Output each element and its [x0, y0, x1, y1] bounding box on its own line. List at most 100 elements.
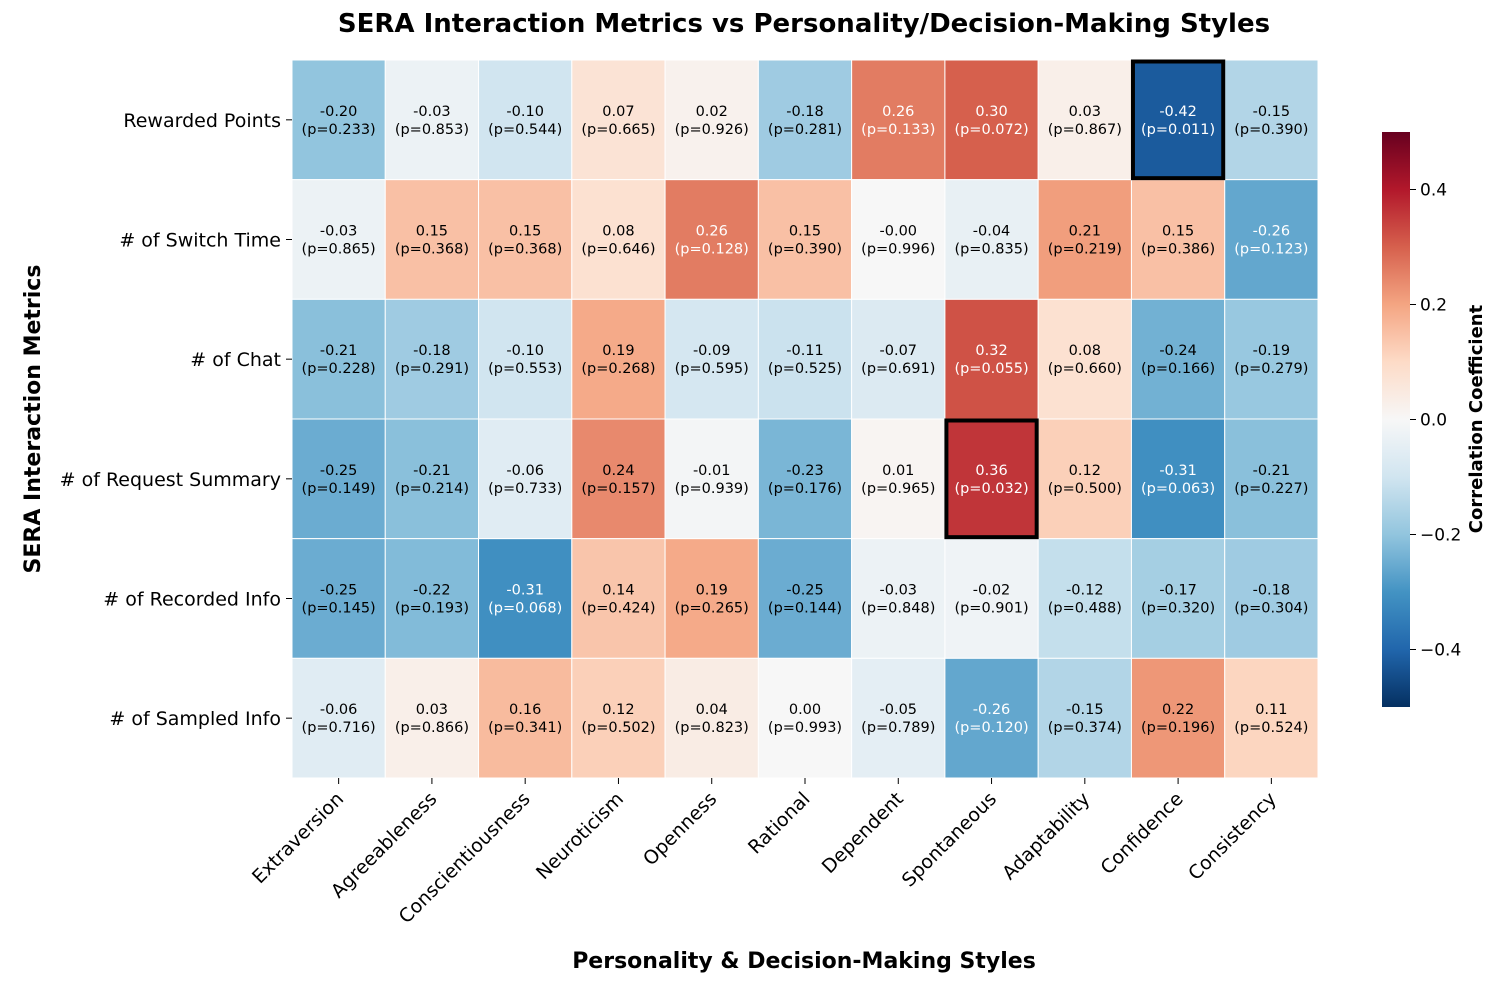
cell-correlation-label: 0.19	[696, 583, 728, 599]
heatmap-cell	[1130, 538, 1226, 659]
heatmap-cell	[291, 179, 386, 300]
cell-pvalue-label: (p=0.120)	[954, 720, 1028, 736]
cell-pvalue-label: (p=0.157)	[581, 481, 655, 497]
cell-correlation-label: 0.24	[602, 463, 634, 479]
cell-pvalue-label: (p=0.279)	[1234, 361, 1308, 377]
cell-correlation-label: -0.18	[1253, 583, 1291, 599]
cell-pvalue-label: (p=0.166)	[1141, 361, 1215, 377]
cell-pvalue-label: (p=0.145)	[302, 601, 376, 617]
heatmap-cell	[851, 538, 946, 659]
cell-pvalue-label: (p=0.219)	[1048, 242, 1122, 258]
cell-pvalue-label: (p=0.063)	[1141, 481, 1215, 497]
cell-pvalue-label: (p=0.281)	[768, 122, 842, 138]
cell-correlation-label: 0.00	[789, 702, 821, 718]
cell-pvalue-label: (p=0.386)	[1141, 242, 1215, 258]
cell-pvalue-label: (p=0.068)	[488, 601, 562, 617]
x-tick-label: Dependent	[818, 788, 908, 878]
cell-pvalue-label: (p=0.848)	[861, 601, 935, 617]
cell-pvalue-label: (p=0.502)	[581, 720, 655, 736]
heatmap-cell	[1224, 657, 1319, 779]
x-tick-label: Confidence	[1097, 788, 1188, 879]
cell-correlation-label: -0.42	[1159, 104, 1197, 120]
heatmap-cell	[944, 179, 1039, 300]
cell-correlation-label: -0.25	[786, 583, 824, 599]
cell-pvalue-label: (p=0.128)	[675, 242, 749, 258]
cell-correlation-label: 0.22	[1162, 702, 1194, 718]
heatmap-cell	[384, 538, 480, 659]
cell-correlation-label: 0.02	[696, 104, 728, 120]
heatmap-cell	[944, 59, 1039, 181]
cell-correlation-label: -0.19	[1253, 343, 1291, 359]
cell-correlation-label: 0.32	[975, 343, 1007, 359]
heatmap-cell	[757, 298, 853, 420]
highlight-box	[1130, 59, 1226, 181]
heatmap-cell	[757, 59, 853, 181]
cell-correlation-label: -0.17	[1159, 583, 1197, 599]
heatmap-cell	[384, 657, 480, 779]
heatmap-cell	[1224, 418, 1319, 540]
heatmap-cell	[384, 59, 480, 181]
colorbar-tick-label: 0.4	[1420, 181, 1447, 201]
cell-pvalue-label: (p=0.926)	[675, 122, 749, 138]
heatmap-cell	[291, 59, 386, 181]
highlight-boxes	[944, 59, 1226, 540]
heatmap-cell	[757, 538, 853, 659]
cell-correlation-label: 0.04	[696, 702, 728, 718]
heatmap-cell	[571, 179, 666, 300]
heatmap-cell	[1224, 298, 1319, 420]
heatmap-cell	[1037, 179, 1132, 300]
cell-correlation-label: -0.24	[1159, 343, 1197, 359]
cell-pvalue-label: (p=0.835)	[954, 242, 1028, 258]
cell-correlation-label: 0.07	[602, 104, 634, 120]
cell-correlation-label: -0.25	[320, 463, 358, 479]
cell-correlation-label: -0.04	[973, 224, 1011, 240]
y-axis: Rewarded Points # of Switch Time # of Chat…	[60, 110, 292, 730]
heatmap-cell	[757, 418, 853, 540]
cell-pvalue-label: (p=0.867)	[1048, 122, 1122, 138]
cell-correlation-label: 0.36	[975, 463, 1007, 479]
cell-correlation-label: 0.15	[416, 224, 448, 240]
cell-correlation-label: 0.26	[696, 224, 728, 240]
heatmap-cell	[664, 418, 759, 540]
y-tick-label: # of Switch Time	[119, 230, 281, 252]
cell-pvalue-label: (p=0.214)	[395, 481, 469, 497]
x-tick-label: Extraversion	[248, 788, 348, 888]
cell-correlation-label: 0.03	[1069, 104, 1101, 120]
heatmap-cell	[571, 538, 666, 659]
heatmap-cell	[291, 418, 386, 540]
heatmap-cell	[478, 179, 573, 300]
cell-correlation-label: -0.25	[320, 583, 358, 599]
y-tick-label: # of Chat	[190, 349, 281, 371]
cell-pvalue-label: (p=0.228)	[302, 361, 376, 377]
heatmap-cell	[944, 538, 1039, 659]
cell-correlation-label: -0.11	[786, 343, 824, 359]
heatmap-cell	[1130, 657, 1226, 779]
cell-correlation-label: -0.31	[506, 583, 544, 599]
cell-correlation-label: -0.06	[320, 702, 358, 718]
cell-correlation-label: -0.10	[506, 343, 544, 359]
cell-pvalue-label: (p=0.524)	[1234, 720, 1308, 736]
cell-correlation-label: 0.16	[509, 702, 541, 718]
cell-pvalue-label: (p=0.227)	[1234, 481, 1308, 497]
x-tick-label: Consistency	[1184, 788, 1281, 885]
heatmap-cell	[1224, 59, 1319, 181]
heatmap-cell	[851, 298, 946, 420]
cell-pvalue-label: (p=0.691)	[861, 361, 935, 377]
cell-pvalue-label: (p=0.341)	[488, 720, 562, 736]
x-axis-label: Personality & Decision-Making Styles	[572, 949, 1036, 974]
cell-correlation-label: -0.03	[880, 583, 918, 599]
heatmap-cell	[1037, 657, 1132, 779]
cell-correlation-label: -0.23	[786, 463, 824, 479]
cell-pvalue-label: (p=0.789)	[861, 720, 935, 736]
cell-correlation-label: 0.12	[1069, 463, 1101, 479]
x-tick-label: Spontaneous	[898, 788, 1001, 891]
x-tick-label: Openness	[639, 788, 721, 870]
cell-pvalue-label: (p=0.993)	[768, 720, 842, 736]
cell-pvalue-label: (p=0.291)	[395, 361, 469, 377]
cell-pvalue-label: (p=0.072)	[954, 122, 1028, 138]
heatmap-cell	[384, 179, 480, 300]
cell-correlation-label: -0.03	[413, 104, 451, 120]
colorbar-tick-label: 0.2	[1420, 296, 1447, 316]
heatmap-cell	[478, 418, 573, 540]
cell-pvalue-label: (p=0.011)	[1141, 122, 1215, 138]
